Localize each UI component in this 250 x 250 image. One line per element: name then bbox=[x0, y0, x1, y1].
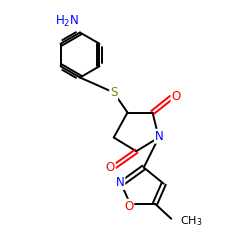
Text: H$_2$N: H$_2$N bbox=[54, 14, 79, 29]
Text: N: N bbox=[155, 130, 164, 143]
Text: N: N bbox=[116, 176, 124, 189]
Text: CH$_3$: CH$_3$ bbox=[180, 214, 203, 228]
Text: O: O bbox=[171, 90, 180, 103]
Text: O: O bbox=[124, 200, 134, 213]
Text: O: O bbox=[106, 161, 115, 174]
Text: S: S bbox=[110, 86, 118, 99]
